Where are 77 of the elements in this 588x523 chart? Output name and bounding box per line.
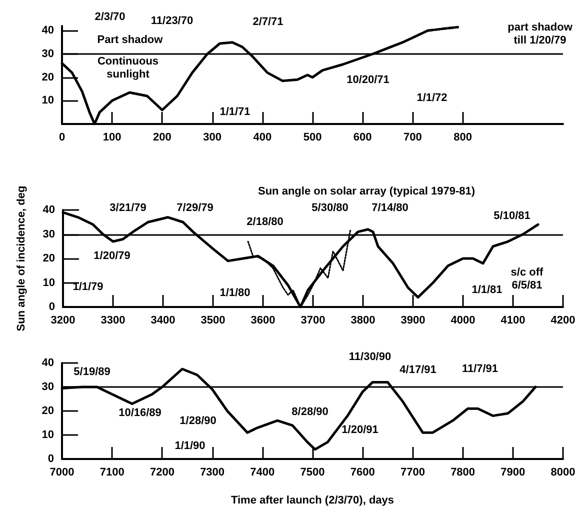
annotation: 1/1/81 bbox=[472, 284, 502, 296]
chart-title: Sun angle on solar array (typical 1979-81) bbox=[258, 186, 476, 198]
annotation: 3/21/79 bbox=[110, 202, 146, 214]
annotation: 4/17/91 bbox=[400, 364, 436, 376]
x-tick-label: 7300 bbox=[200, 466, 225, 478]
annotation: Continuous sunlight bbox=[97, 56, 159, 80]
annotation: 11/30/90 bbox=[348, 351, 392, 363]
annotation: 1/1/72 bbox=[416, 92, 448, 104]
annotation: 1/1/80 bbox=[220, 287, 250, 299]
y-tick-label: 40 bbox=[42, 204, 55, 216]
x-tick-label: 7900 bbox=[500, 466, 526, 478]
annotation: 11/23/70 bbox=[150, 15, 194, 27]
x-tick-label: 3300 bbox=[100, 314, 126, 326]
x-tick-label: 3500 bbox=[200, 314, 226, 326]
y-tick-label: 30 bbox=[42, 228, 55, 240]
y-tick-label: 0 bbox=[48, 453, 54, 465]
y-tick-label: 30 bbox=[42, 48, 54, 60]
y-tick-label: 10 bbox=[42, 276, 55, 289]
x-tick-label: 7500 bbox=[300, 466, 325, 478]
x-tick-label: 4000 bbox=[450, 314, 476, 326]
annotation: s/c off 6/5/81 bbox=[510, 266, 544, 292]
x-tick-label: 7200 bbox=[150, 466, 174, 478]
x-tick-label: 3200 bbox=[50, 314, 76, 326]
x-tick-label: 7800 bbox=[450, 466, 476, 478]
y-tick-label: 30 bbox=[42, 381, 54, 393]
y-tick-label: 20 bbox=[42, 252, 55, 264]
x-tick-label: 8000 bbox=[550, 466, 576, 478]
annotation: 5/10/81 bbox=[494, 210, 530, 222]
x-tick-label: 7000 bbox=[50, 466, 74, 478]
x-tick-label: 7100 bbox=[100, 466, 124, 478]
y-tick-label: 40 bbox=[42, 357, 54, 369]
y-tick-label: 20 bbox=[42, 71, 54, 84]
x-tick-label: 7700 bbox=[400, 466, 425, 478]
annotation: 10/20/71 bbox=[346, 74, 390, 86]
x-tick-label: 3800 bbox=[350, 314, 376, 326]
x-tick-label: 100 bbox=[102, 132, 122, 144]
x-tick-label: 500 bbox=[303, 132, 322, 144]
y-tick-label: 10 bbox=[42, 94, 54, 107]
y-tick-label: 40 bbox=[42, 24, 54, 37]
y-tick-label: 20 bbox=[42, 405, 54, 417]
x-tick-label: 800 bbox=[454, 132, 472, 144]
x-tick-label: 700 bbox=[404, 132, 422, 144]
annotation: 1/1/90 bbox=[174, 440, 206, 452]
x-tick-label: 400 bbox=[253, 132, 272, 144]
annotation: Part shadow bbox=[97, 34, 164, 46]
x-tick-label: 3600 bbox=[250, 314, 276, 326]
x-tick-label: 600 bbox=[353, 132, 372, 144]
x-tick-label: 3700 bbox=[300, 314, 326, 326]
y-tick-label: 0 bbox=[48, 301, 55, 313]
x-tick-label: 200 bbox=[153, 132, 172, 144]
y-tick-label: 10 bbox=[42, 429, 54, 441]
annotation: 2/18/80 bbox=[246, 216, 284, 228]
x-tick-label: 7600 bbox=[350, 466, 375, 478]
x-axis-title: Time after launch (2/3/70), days bbox=[230, 494, 394, 506]
annotation: 1/20/91 bbox=[342, 424, 378, 436]
annotation: part shadow till 1/20/79 bbox=[508, 22, 573, 46]
x-tick-label: 300 bbox=[203, 132, 222, 144]
annotation: 10/16/89 bbox=[118, 407, 162, 419]
annotation: 11/7/91 bbox=[462, 363, 498, 375]
y-axis-title: Sun angle of incidence, deg bbox=[16, 186, 28, 332]
annotation: 7/14/80 bbox=[372, 202, 408, 214]
text: 2/3/70 bbox=[94, 11, 126, 23]
annotation: 5/30/80 bbox=[312, 202, 348, 214]
x-tick-label: 4100 bbox=[500, 314, 526, 326]
x-tick-label: 4200 bbox=[550, 314, 576, 326]
annotation: 1/28/90 bbox=[180, 415, 216, 427]
x-tick-label: 7400 bbox=[250, 466, 275, 478]
annotation: 5/19/89 bbox=[74, 366, 110, 378]
annotation: 1/20/79 bbox=[94, 250, 130, 262]
x-tick-label: 3400 bbox=[150, 314, 176, 326]
annotation: 1/1/71 bbox=[220, 106, 250, 118]
annotation: 7/29/79 bbox=[176, 202, 214, 214]
annotation: 2/7/71 bbox=[252, 16, 284, 28]
x-tick-label: 3900 bbox=[400, 314, 426, 326]
annotation: 8/28/90 bbox=[292, 406, 328, 418]
x-tick-label: 0 bbox=[58, 132, 66, 144]
annotation: 1/1/79 bbox=[72, 281, 104, 293]
